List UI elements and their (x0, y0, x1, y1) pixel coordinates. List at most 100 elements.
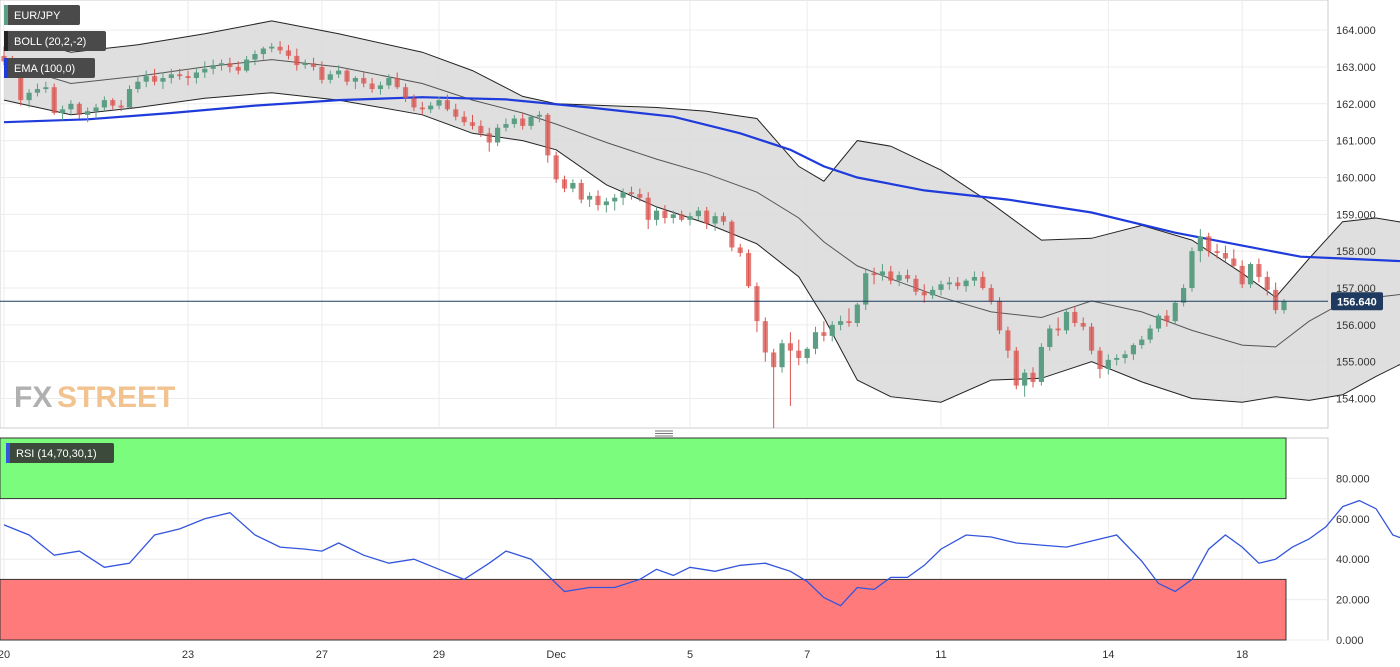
candle-down (1256, 258, 1262, 283)
candle-down (913, 275, 919, 296)
candle-body (210, 65, 216, 69)
candle-body (51, 87, 57, 113)
candle-body (43, 87, 49, 90)
time-axis: 20232729Dec5711141821 (0, 649, 1248, 661)
candle-down (1273, 282, 1279, 314)
badge-boll[interactable]: BOLL (20,2,-2) (4, 31, 106, 51)
candle-body (1147, 328, 1153, 340)
candle-up (1114, 354, 1120, 366)
candle-up (511, 114, 517, 128)
candle-body (402, 87, 409, 99)
candle-up (570, 179, 576, 193)
candle-body (762, 321, 768, 353)
time-tick-label: 7 (804, 649, 810, 661)
rsi-oversold-zone (0, 578, 1287, 641)
candle-down (294, 48, 300, 71)
candle-body (670, 214, 676, 218)
candle-body (394, 78, 400, 88)
candle-up (963, 278, 969, 292)
candle-down (1097, 346, 1103, 379)
candle-body (68, 103, 74, 110)
candlestick-series (1, 41, 1287, 428)
candle-down (310, 57, 317, 71)
candle-body (570, 183, 576, 189)
candle-body (620, 192, 626, 198)
candle-down (369, 78, 375, 93)
candle-body (980, 276, 986, 288)
candle-down (394, 72, 400, 90)
candle-up (85, 107, 91, 123)
candle-body (963, 280, 969, 287)
candle-up (687, 212, 693, 226)
candle-body (854, 304, 860, 323)
candle-body (1047, 328, 1053, 347)
candle-up (1197, 229, 1203, 263)
candle-up (1139, 335, 1145, 349)
candle-body (319, 66, 325, 80)
badge-rsi[interactable]: RSI (14,70,30,1) (6, 443, 114, 463)
candle-body (955, 282, 961, 287)
candle-body (252, 54, 258, 60)
time-tick-label: Dec (546, 649, 566, 661)
candle-body (536, 114, 543, 117)
candle-up (495, 124, 501, 147)
candle-up (135, 76, 141, 93)
candle-body (653, 210, 660, 220)
candle-body (1273, 289, 1279, 311)
candle-up (879, 264, 886, 281)
candle-body (930, 289, 936, 296)
candle-down (704, 206, 710, 230)
candle-down (1231, 249, 1237, 268)
candle-up (244, 55, 250, 73)
candle-up (1155, 313, 1162, 333)
candle-body (1097, 350, 1103, 370)
panel-resize-handle[interactable] (655, 430, 673, 437)
candle-body (419, 107, 425, 110)
price-tick-label: 160.000 (1336, 172, 1376, 184)
candle-up (695, 206, 701, 220)
candle-body (302, 63, 308, 66)
candle-body (285, 50, 292, 56)
candle-body (478, 125, 484, 134)
candle-body (461, 116, 467, 123)
candle-down (888, 265, 894, 285)
candle-up (587, 192, 593, 207)
candle-down (578, 179, 584, 204)
badge-ema[interactable]: EMA (100,0) (4, 58, 95, 78)
candle-up (536, 111, 543, 123)
candle-body (804, 348, 810, 358)
candle-down (1030, 367, 1036, 388)
candle-body (352, 78, 358, 82)
badge-symbol[interactable]: EUR/JPY (4, 5, 80, 25)
candle-up (126, 85, 133, 110)
candle-body (218, 63, 225, 66)
price-tick-label: 159.000 (1336, 209, 1376, 221)
candle-body (1139, 339, 1145, 346)
candle-body (193, 72, 200, 78)
candle-body (754, 286, 760, 322)
time-tick-label: 5 (687, 649, 693, 661)
time-tick-label: 29 (433, 649, 445, 661)
rsi-tick-label: 80.000 (1336, 473, 1370, 485)
badge-symbol-label: EUR/JPY (14, 10, 61, 22)
candle-body (85, 111, 91, 115)
candle-up (336, 65, 342, 78)
boll-lower-line (3, 92, 1400, 403)
candle-body (1, 55, 7, 62)
candle-down (419, 101, 425, 115)
rsi-tick-label: 0.000 (1336, 635, 1364, 647)
candle-body (1114, 358, 1120, 360)
candle-up (302, 59, 308, 69)
candle-up (327, 70, 333, 84)
watermark-right: STREET (57, 381, 175, 414)
watermark-left: FX (14, 381, 52, 414)
candle-down (520, 113, 526, 130)
candle-up (1063, 310, 1070, 335)
candle-body (787, 343, 793, 351)
candle-body (1055, 328, 1061, 331)
candle-body (1063, 311, 1070, 331)
candle-up (670, 210, 676, 224)
candle-up (930, 286, 936, 300)
candle-up (101, 96, 107, 112)
